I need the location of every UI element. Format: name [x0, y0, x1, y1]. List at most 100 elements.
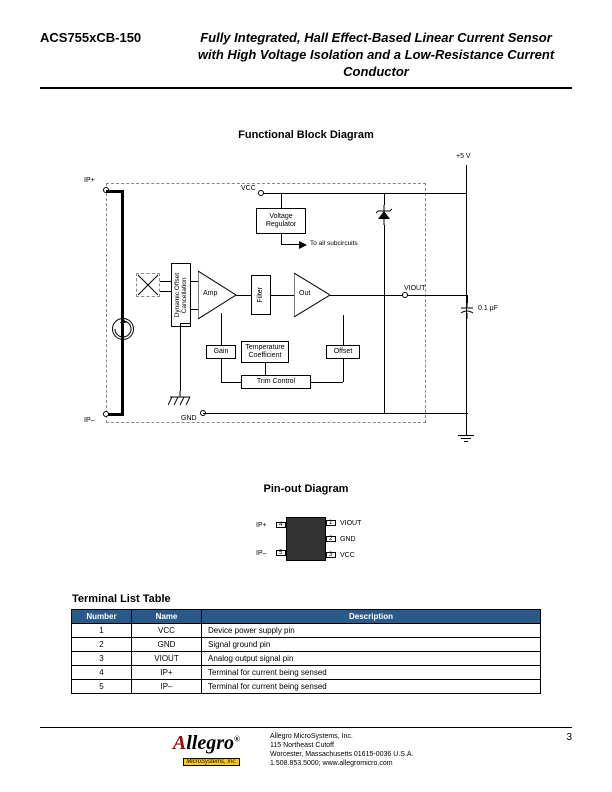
voltage-regulator-block: Voltage Regulator: [256, 208, 306, 234]
vcc-label: VCC: [241, 185, 256, 192]
title-line1: Fully Integrated, Hall Effect-Based Line…: [200, 30, 552, 45]
company-logo: Allegro® MicroSystems, Inc.: [40, 732, 240, 766]
temp-coeff-label: Temperature Coefficient: [245, 344, 284, 359]
gain-block: Gain: [206, 345, 236, 359]
gain-trim-h: [221, 382, 241, 383]
footer-addr1: 115 Northeast Cutoff: [270, 741, 542, 750]
vreg-out-h: [281, 244, 301, 245]
dynamic-offset-block: Dynamic Offset Cancellation: [171, 263, 191, 327]
cell-desc: Terminal for current being sensed: [202, 665, 541, 679]
voltage-regulator-label: Voltage Regulator: [266, 213, 296, 228]
logo-text: Allegro®: [173, 732, 240, 754]
cell-number: 5: [72, 679, 132, 693]
cell-desc: Signal ground pin: [202, 637, 541, 651]
current-conductor: [121, 191, 124, 415]
cell-name: IP–: [132, 679, 202, 693]
table-header-row: Number Name Description: [72, 609, 541, 623]
block-diagram-title: Functional Block Diagram: [40, 129, 572, 141]
terminal-list-table: Number Name Description 1VCCDevice power…: [71, 609, 541, 694]
amp-filter-wire: [236, 295, 251, 296]
tc-trim-wire: [265, 363, 266, 375]
hall-x-icon: [136, 273, 160, 297]
cell-desc: Analog output signal pin: [202, 651, 541, 665]
package-body: [286, 517, 326, 561]
zener-bottom-wire: [384, 225, 385, 413]
cell-name: GND: [132, 637, 202, 651]
logo-subtitle: MicroSystems, Inc.: [183, 758, 240, 766]
pin-1-num: 1: [329, 520, 332, 526]
cell-number: 1: [72, 623, 132, 637]
arrow-right-icon: [299, 241, 307, 249]
page-title: Fully Integrated, Hall Effect-Based Line…: [180, 30, 572, 81]
cell-name: VCC: [132, 623, 202, 637]
capacitor-icon: [459, 303, 475, 319]
title-line2: with High Voltage Isolation and a Low-Re…: [198, 47, 554, 79]
gnd-label: GND: [181, 415, 197, 422]
gnd-wire: [203, 413, 468, 414]
trim-control-block: Trim Control: [241, 375, 311, 389]
viout-label: VIOUT: [404, 285, 425, 292]
chassis-ground-icon: [168, 391, 192, 407]
pin-5-num: 5: [279, 550, 282, 556]
footer-addr2: Worcester, Massachusetts 01615-0036 U.S.…: [270, 750, 542, 759]
ip-plus-label: IP+: [84, 177, 95, 184]
pinout-diagram: 4 IP+ 5 IP– 1 VIOUT 2 GND 3 VCC: [226, 507, 386, 577]
cell-desc: Device power supply pin: [202, 623, 541, 637]
vcc-wire: [261, 193, 466, 194]
table-row: 2GNDSignal ground pin: [72, 637, 541, 651]
internal-gnd-wire: [180, 323, 181, 391]
out-label: Out: [299, 290, 310, 297]
header-divider: [40, 87, 572, 89]
internal-gnd-h: [180, 323, 191, 324]
earth-ground-icon: [458, 435, 474, 442]
amp-in2: [191, 309, 198, 310]
cap-value-label: 0.1 μF: [478, 305, 498, 312]
gain-label: Gain: [214, 348, 229, 356]
table-row: 3VIOUTAnalog output signal pin: [72, 651, 541, 665]
ip-plus-stub: [106, 190, 124, 193]
th-description: Description: [202, 609, 541, 623]
th-name: Name: [132, 609, 202, 623]
table-row: 5IP–Terminal for current being sensed: [72, 679, 541, 693]
page-header: ACS755xCB-150 Fully Integrated, Hall Eff…: [40, 30, 572, 81]
cell-number: 4: [72, 665, 132, 679]
vcc-pin-dot: [258, 190, 264, 196]
temp-coeff-block: Temperature Coefficient: [241, 341, 289, 363]
doc-in2: [160, 291, 171, 292]
offset-block: Offset: [326, 345, 360, 359]
cell-desc: Terminal for current being sensed: [202, 679, 541, 693]
viout-wire: [330, 295, 466, 296]
cell-number: 2: [72, 637, 132, 651]
table-row: 4IP+Terminal for current being sensed: [72, 665, 541, 679]
cell-name: IP+: [132, 665, 202, 679]
offset-label: Offset: [334, 348, 353, 356]
vreg-out-wire: [281, 234, 282, 244]
gain-trim-wire: [221, 359, 222, 382]
pin-5-label: IP–: [256, 550, 267, 557]
pinout-title: Pin-out Diagram: [40, 483, 572, 495]
offset-trim-wire: [343, 359, 344, 382]
pin-1-label: VIOUT: [340, 520, 361, 527]
viout-pin-dot: [402, 292, 408, 298]
terminal-table-title: Terminal List Table: [72, 593, 572, 605]
filter-block: Filter: [251, 275, 271, 315]
footer-company: Allegro MicroSystems, Inc.: [270, 732, 542, 741]
supply-label: +5 V: [456, 153, 471, 160]
pin-2-label: GND: [340, 536, 356, 543]
footer-addr3: 1.508.853.5000; www.allegromicro.com: [270, 759, 542, 768]
ip-minus-dot: [103, 411, 109, 417]
zener-diode-icon: [376, 205, 392, 225]
amp-in1: [191, 281, 198, 282]
th-number: Number: [72, 609, 132, 623]
filter-out-wire: [271, 295, 294, 296]
doc-in1: [160, 281, 171, 282]
part-number: ACS755xCB-150: [40, 30, 180, 45]
pin-3-num: 3: [329, 552, 332, 558]
ip-minus-label: IP–: [84, 417, 95, 424]
filter-label: Filter: [257, 287, 265, 303]
trim-control-label: Trim Control: [257, 378, 295, 386]
cell-number: 3: [72, 651, 132, 665]
offset-up-wire: [343, 315, 344, 345]
offset-trim-h: [311, 382, 343, 383]
pin-2-num: 2: [329, 536, 332, 542]
